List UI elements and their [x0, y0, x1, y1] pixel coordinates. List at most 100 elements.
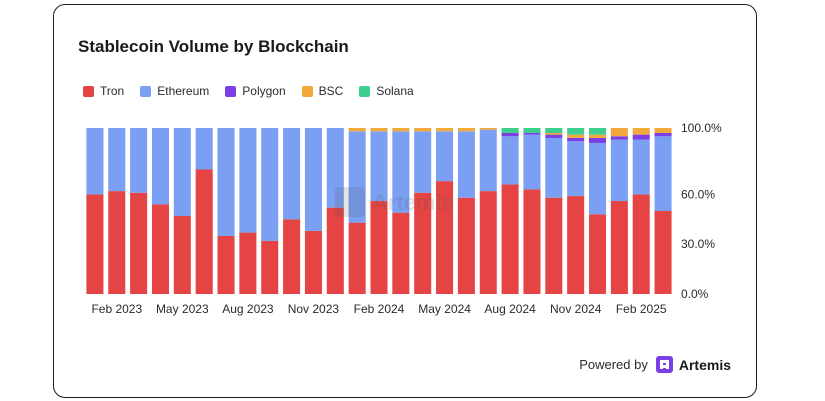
- artemis-brand-name: Artemis: [678, 356, 731, 373]
- bar-bsc-17: [457, 128, 475, 132]
- bar-tron-9: [283, 219, 301, 294]
- bar-solana-21: [545, 128, 563, 133]
- bar-ethereum-14: [392, 131, 410, 213]
- bar-tron-12: [348, 222, 366, 294]
- bar-polygon-25: [632, 134, 650, 140]
- bar-tron-19: [501, 184, 519, 294]
- bar-tron-23: [589, 214, 607, 294]
- bar-ethereum-25: [632, 139, 650, 195]
- bar-tron-8: [261, 240, 279, 294]
- artemis-watermark: Artemis: [335, 187, 454, 217]
- bar-tron-15: [414, 192, 432, 294]
- bar-ethereum-4: [173, 128, 191, 216]
- bar-ethereum-15: [414, 131, 432, 193]
- bar-tron-1: [108, 191, 126, 294]
- x-tick-label: Feb 2023: [91, 302, 142, 316]
- bar-ethereum-18: [479, 129, 497, 192]
- bar-ethereum-6: [217, 128, 235, 236]
- bar-ethereum-3: [151, 128, 169, 205]
- bar-bsc-24: [610, 128, 628, 137]
- bar-polygon-20: [523, 132, 541, 135]
- bar-polygon-23: [589, 137, 607, 143]
- bar-tron-0: [86, 194, 104, 294]
- bar-tron-21: [545, 197, 563, 294]
- bar-ethereum-17: [457, 131, 475, 198]
- legend-swatch-solana: [359, 85, 371, 97]
- bar-bsc-14: [392, 128, 410, 132]
- bar-tron-17: [457, 197, 475, 294]
- bar-bsc-12: [348, 128, 366, 132]
- legend-swatch-ethereum: [140, 85, 152, 97]
- legend-label: Polygon: [242, 84, 286, 98]
- bar-bsc-25: [632, 128, 650, 135]
- bar-polygon-26: [654, 132, 672, 137]
- bar-polygon-22: [567, 137, 585, 142]
- legend-item-bsc[interactable]: BSC: [301, 84, 343, 98]
- bar-tron-4: [173, 215, 191, 294]
- bar-tron-11: [326, 207, 344, 294]
- bar-tron-3: [151, 204, 169, 294]
- bar-ethereum-19: [501, 136, 519, 185]
- x-tick-label: May 2023: [156, 302, 209, 316]
- powered-by: Powered by Artemis: [579, 356, 731, 373]
- bar-polygon-21: [545, 134, 563, 138]
- x-tick-label: Aug 2024: [484, 302, 536, 316]
- bar-ethereum-8: [261, 128, 279, 241]
- bar-bsc-23: [589, 134, 607, 138]
- legend-label: Ethereum: [157, 84, 210, 98]
- watermark-logo-icon: [335, 187, 365, 217]
- bar-tron-13: [370, 201, 388, 294]
- bar-solana-22: [567, 128, 585, 135]
- bar-bsc-18: [479, 128, 497, 130]
- legend-item-tron[interactable]: Tron: [83, 84, 124, 98]
- y-tick-label: 0.0%: [681, 287, 709, 301]
- bar-tron-26: [654, 211, 672, 294]
- bar-tron-5: [195, 169, 213, 294]
- bar-ethereum-21: [545, 137, 563, 198]
- legend-label: Tron: [100, 84, 125, 98]
- legend-swatch-bsc: [301, 85, 313, 97]
- bar-tron-24: [610, 201, 628, 294]
- stacked-bar-chart: Artemis 0.0% 30.0% 60.0% 100.0% Feb 2023 May 2…: [86, 121, 722, 316]
- bar-ethereum-23: [589, 142, 607, 215]
- bar-ethereum-9: [283, 128, 301, 220]
- bar-polygon-19: [501, 132, 519, 137]
- bar-tron-18: [479, 191, 497, 294]
- bar-ethereum-24: [610, 139, 628, 202]
- x-tick-label: Nov 2024: [550, 302, 602, 316]
- bar-bsc-13: [370, 128, 388, 132]
- bar-bsc-22: [567, 134, 585, 138]
- x-tick-label: Aug 2023: [222, 302, 274, 316]
- legend-item-polygon[interactable]: Polygon: [225, 84, 286, 98]
- bar-bsc-21: [545, 132, 563, 135]
- bar-ethereum-5: [195, 128, 213, 170]
- legend-item-ethereum[interactable]: Ethereum: [140, 84, 209, 98]
- bar-tron-14: [392, 212, 410, 294]
- bar-tron-22: [567, 196, 585, 294]
- bar-ethereum-13: [370, 131, 388, 202]
- bar-tron-20: [523, 189, 541, 294]
- chart-legend: Tron Ethereum Polygon BSC Solana: [83, 84, 414, 98]
- bar-ethereum-2: [130, 128, 148, 193]
- powered-by-label: Powered by: [579, 357, 648, 372]
- y-tick-label: 100.0%: [681, 121, 722, 135]
- legend-item-solana[interactable]: Solana: [359, 84, 414, 98]
- artemis-brand[interactable]: Artemis: [655, 356, 731, 373]
- y-tick-label: 60.0%: [681, 187, 715, 201]
- bar-solana-20: [523, 128, 541, 133]
- bar-tron-25: [632, 194, 650, 294]
- bar-tron-10: [304, 230, 322, 294]
- bar-ethereum-26: [654, 136, 672, 211]
- chart-card: Stablecoin Volume by Blockchain Tron Ethe…: [53, 4, 757, 398]
- legend-label: Solana: [376, 84, 414, 98]
- x-tick-label: Feb 2024: [354, 302, 405, 316]
- bar-ethereum-22: [567, 141, 585, 197]
- bar-solana-23: [589, 128, 607, 135]
- bar-ethereum-20: [523, 134, 541, 190]
- x-tick-label: May 2024: [418, 302, 471, 316]
- chart-title: Stablecoin Volume by Blockchain: [78, 37, 349, 56]
- bar-polygon-24: [610, 136, 628, 140]
- x-tick-label: Feb 2025: [616, 302, 667, 316]
- bar-ethereum-12: [348, 131, 366, 223]
- bar-bsc-15: [414, 128, 432, 132]
